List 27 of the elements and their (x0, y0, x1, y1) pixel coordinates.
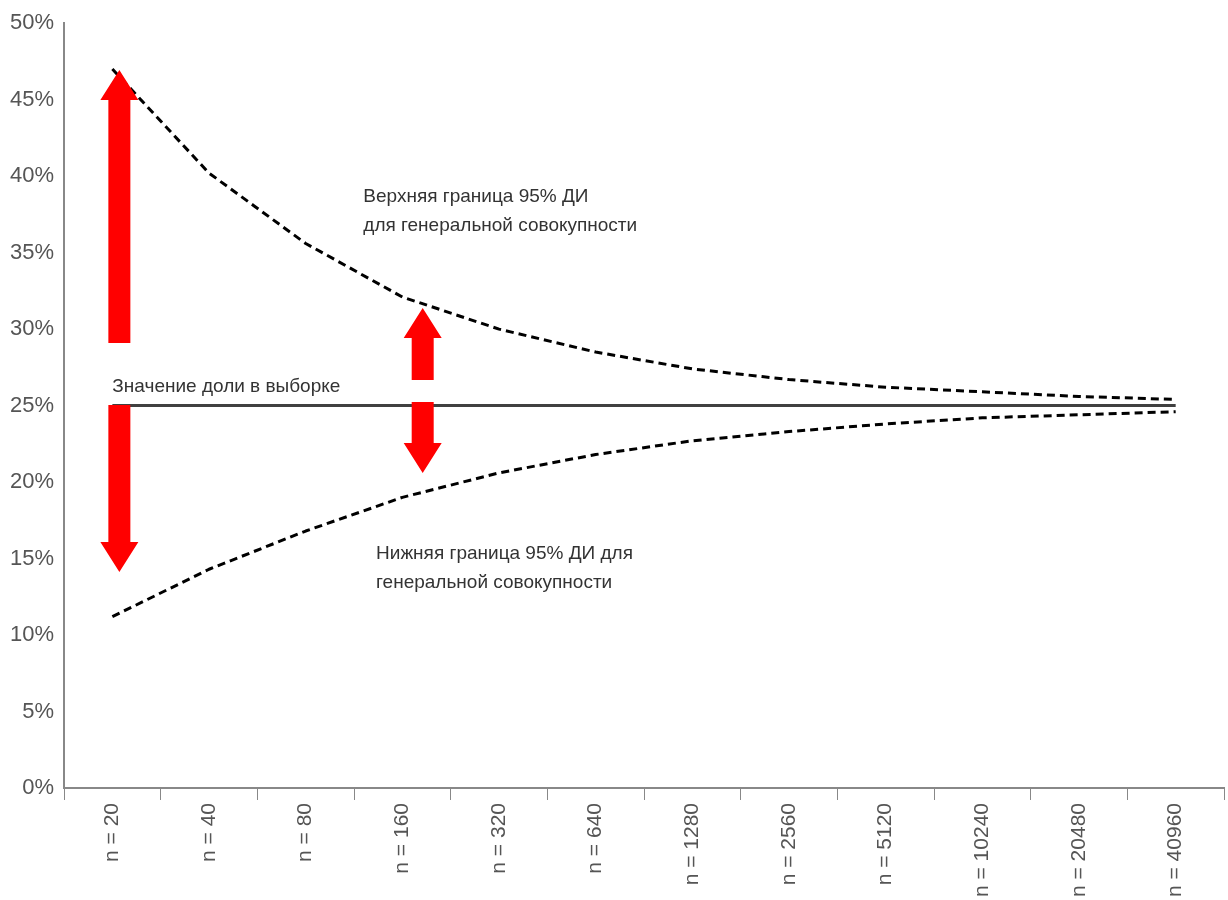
x-tick-label: n = 10240 (969, 802, 993, 898)
y-tick-label: 50% (9, 9, 55, 35)
x-tick-label: n = 40960 (1162, 802, 1186, 898)
x-tick-label: n = 1280 (679, 802, 703, 886)
y-tick-label: 5% (22, 697, 55, 723)
x-tick-label: n = 640 (582, 802, 606, 874)
x-tick-label: n = 20480 (1065, 802, 1089, 898)
y-tick-label: 35% (9, 238, 55, 264)
x-tick-label: n = 320 (485, 802, 509, 874)
annotation: Значение доли в выборке (112, 374, 341, 396)
annotation: Верхняя граница 95% ДИ для генеральной совокупности (363, 185, 638, 236)
y-tick-label: 40% (9, 162, 55, 188)
x-tick-label: n = 40 (195, 802, 219, 862)
line-series (110, 410, 1178, 619)
x-tick-label: n = 2560 (775, 802, 799, 886)
x-tick-label: n = 80 (292, 802, 316, 862)
y-tick-label: 20% (9, 468, 55, 494)
y-tick-label: 0% (22, 774, 55, 800)
y-tick-label: 25% (9, 391, 55, 417)
annotation: Нижняя граница 95% ДИ для генеральной совокупности (376, 541, 633, 592)
x-tick-label: n = 20 (99, 802, 123, 862)
x-tick-label: n = 160 (389, 802, 413, 874)
y-tick-label: 45% (9, 85, 55, 111)
x-tick-label: n = 5120 (872, 802, 896, 886)
y-tick-label: 15% (9, 544, 55, 570)
y-tick-label: 10% (9, 621, 55, 647)
y-tick-label: 30% (9, 315, 55, 341)
